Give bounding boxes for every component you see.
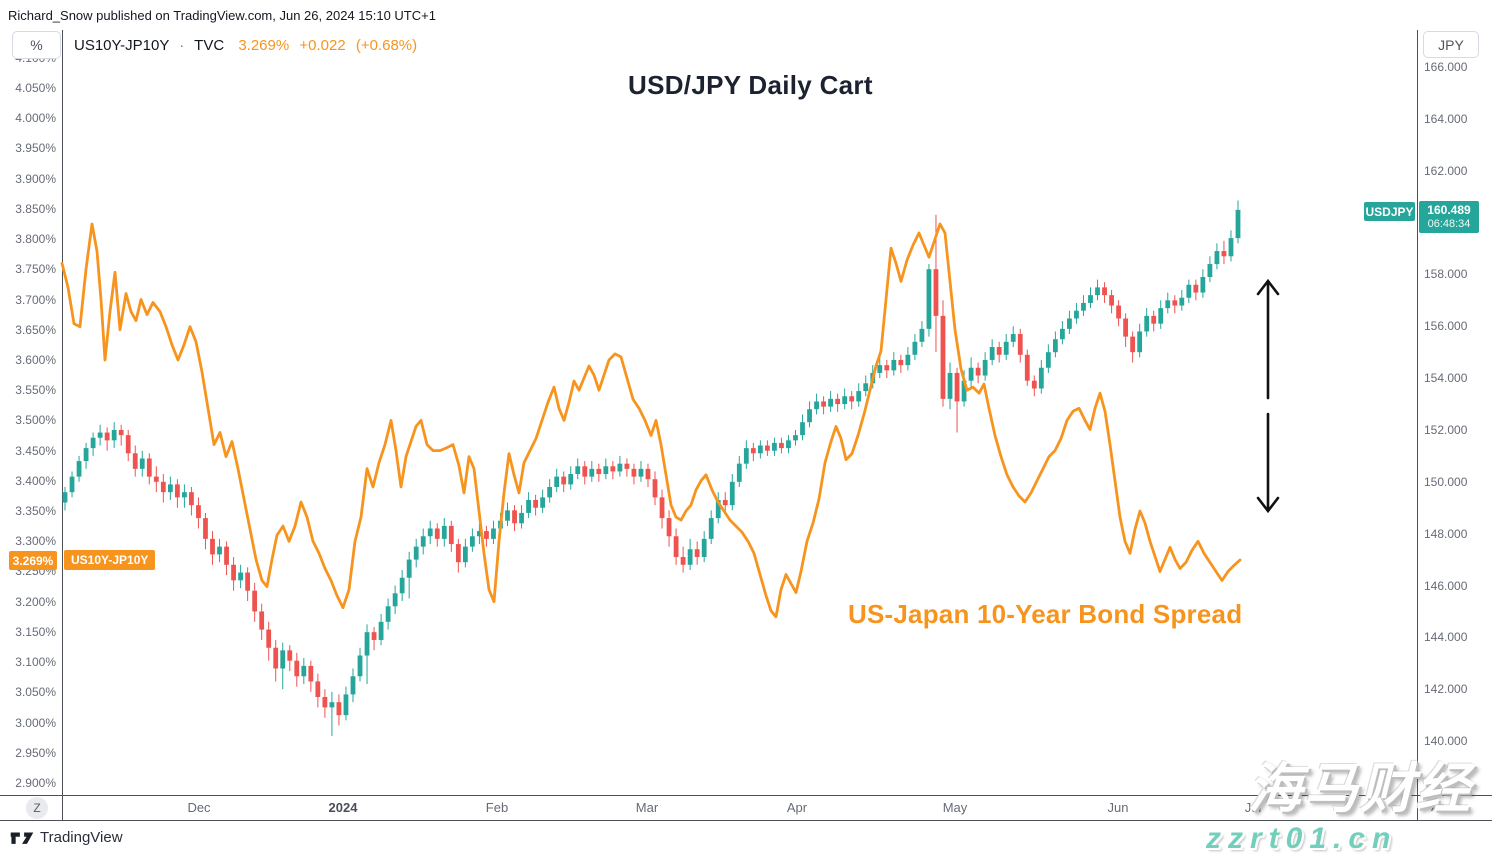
- left-axis-label: 3.550%: [15, 383, 56, 398]
- left-axis-label: 2.950%: [15, 745, 56, 760]
- left-axis-label: 3.600%: [15, 352, 56, 367]
- chart-title: USD/JPY Daily Cart: [628, 70, 873, 100]
- right-axis-label: 166.000: [1424, 60, 1468, 74]
- spread-axis-price-label: 3.269%: [9, 551, 57, 570]
- watermark-cjk: 海马财经: [1248, 759, 1472, 819]
- change-percent: (+0.68%): [355, 37, 418, 54]
- usdjpy-price-label: 160.489 06:48:34: [1419, 201, 1479, 233]
- right-axis-label: 140.000: [1424, 734, 1468, 749]
- time-axis-label: Jul: [1244, 800, 1262, 815]
- right-axis-label: 148.000: [1424, 526, 1468, 541]
- symbol-exchange: TVC: [194, 37, 225, 54]
- auto-scale-marker[interactable]: A: [1431, 799, 1440, 814]
- usdjpy-series-label: USDJPY: [1364, 202, 1415, 221]
- percent-scale-button[interactable]: %: [12, 31, 61, 59]
- left-axis-label: 2.900%: [15, 775, 56, 790]
- right-axis-label: 146.000: [1424, 578, 1468, 593]
- symbol-quote: 3.269% +0.022 (+0.68%): [238, 37, 423, 54]
- left-axis-label: 3.000%: [15, 715, 56, 730]
- left-axis-label: 3.650%: [15, 322, 56, 337]
- right-axis-label: 164.000: [1424, 111, 1468, 126]
- symbol-name: US10Y-JP10Y: [74, 37, 170, 54]
- left-axis-label: 3.400%: [15, 473, 56, 488]
- watermark-url: zzrt01.cn: [1206, 822, 1398, 855]
- symbol-bar[interactable]: US10Y-JP10Y · TVC 3.269% +0.022 (+0.68%): [74, 37, 423, 54]
- right-axis-label: 150.000: [1424, 474, 1468, 489]
- left-axis-label: 4.050%: [15, 81, 56, 95]
- right-axis-label: 154.000: [1424, 371, 1468, 386]
- left-axis-label: 3.450%: [15, 443, 56, 458]
- time-axis-label: May: [942, 800, 968, 815]
- z-button[interactable]: Z: [26, 797, 48, 819]
- left-axis-label: 3.700%: [15, 292, 56, 307]
- published-line: Richard_Snow published on TradingView.co…: [8, 8, 436, 23]
- symbol-separator: ·: [179, 37, 185, 54]
- left-axis-label: 3.050%: [15, 685, 56, 700]
- time-axis-label: Mar: [635, 800, 659, 815]
- time-axis-label: Apr: [786, 800, 808, 815]
- last-value: 3.269%: [238, 37, 290, 54]
- right-axis-label: 142.000: [1424, 682, 1468, 697]
- right-axis-label: 156.000: [1424, 319, 1468, 334]
- right-axis-label: 144.000: [1424, 630, 1468, 645]
- left-axis-label: 3.200%: [15, 594, 56, 609]
- spread-series-label: US10Y-JP10Y: [64, 550, 156, 570]
- tradingview-brand-text: TradingView: [40, 829, 123, 846]
- left-axis-label: 3.300%: [15, 534, 56, 549]
- time-axis-label: Dec: [187, 800, 211, 815]
- right-axis-label: 152.000: [1424, 422, 1468, 437]
- left-axis-label: 4.000%: [15, 111, 56, 126]
- tradingview-footer: TradingView: [10, 829, 123, 846]
- tradingview-logo-icon: [10, 830, 34, 845]
- left-axis-label: 3.800%: [15, 232, 56, 247]
- time-axis-label: 2024: [328, 800, 358, 815]
- right-axis-label: 162.000: [1424, 163, 1468, 178]
- change-value: +0.022: [299, 37, 346, 54]
- time-axis-label: Feb: [485, 800, 509, 815]
- time-axis-label: Jun: [1107, 800, 1129, 815]
- usdjpy-last-price: 160.489: [1427, 203, 1471, 218]
- left-axis-label: 3.100%: [15, 655, 56, 670]
- left-axis-label: 3.900%: [15, 171, 56, 186]
- spread-caption: US-Japan 10-Year Bond Spread: [848, 599, 1243, 629]
- bar-countdown: 06:48:34: [1427, 217, 1471, 230]
- left-axis-label: 3.150%: [15, 624, 56, 639]
- left-axis-label: 3.850%: [15, 201, 56, 216]
- left-axis-label: 3.950%: [15, 141, 56, 156]
- left-axis-label: 3.350%: [15, 504, 56, 519]
- right-axis-label: 158.000: [1424, 267, 1468, 282]
- left-axis-label: 3.500%: [15, 413, 56, 428]
- left-axis-label: 3.750%: [15, 262, 56, 277]
- jpy-scale-button[interactable]: JPY: [1423, 31, 1479, 58]
